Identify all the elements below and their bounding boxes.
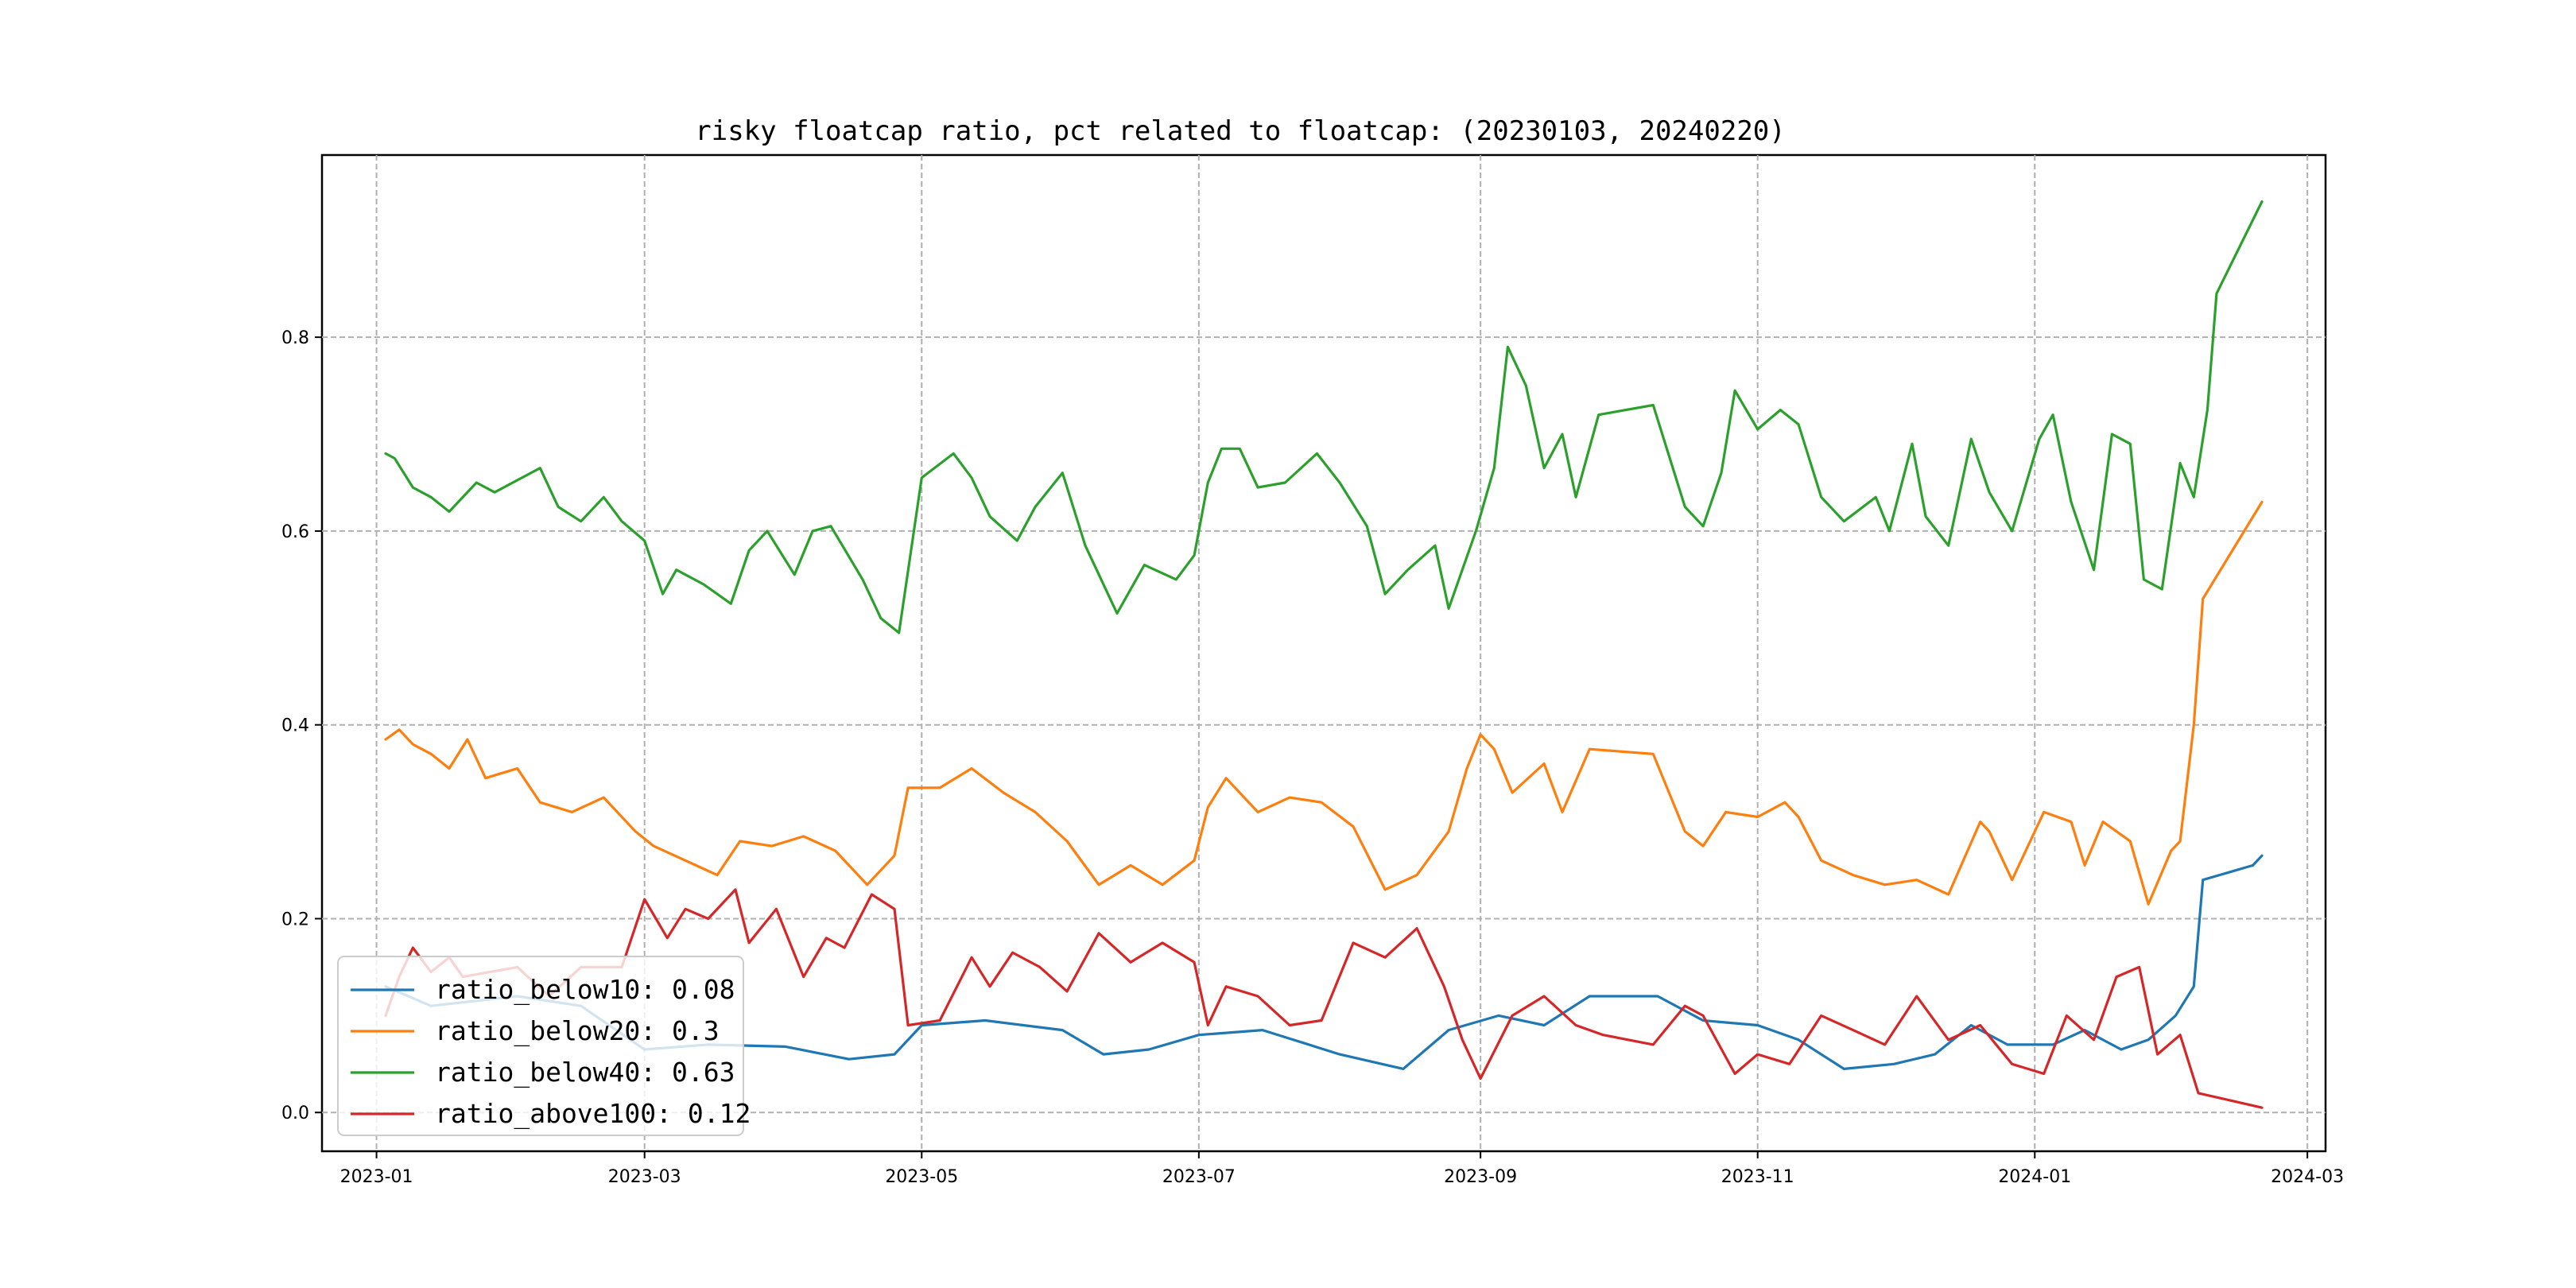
x-tick-label: 2023-07 (1162, 1167, 1236, 1187)
series-line-2 (384, 200, 2264, 634)
legend-label: ratio_below40: 0.63 (435, 1057, 735, 1088)
x-tick-label: 2023-11 (1721, 1167, 1794, 1187)
y-tick-label: 0.0 (281, 1104, 309, 1123)
legend-label: ratio_below10: 0.08 (435, 974, 735, 1006)
x-tick-label: 2024-01 (1998, 1167, 2071, 1187)
y-tick-label: 0.2 (281, 910, 309, 929)
series-lines (384, 200, 2264, 1109)
legend-box (337, 956, 744, 1136)
chart-title: risky floatcap ratio, pct related to flo… (695, 115, 1785, 147)
x-tick-label: 2024-03 (2271, 1167, 2344, 1187)
x-tick-label: 2023-09 (1444, 1167, 1517, 1187)
x-tick-label: 2023-03 (608, 1167, 681, 1187)
y-tick-label: 0.8 (281, 328, 309, 348)
series-line-0 (384, 854, 2264, 1071)
series-line-1 (384, 500, 2264, 906)
x-tick-label: 2023-01 (340, 1167, 413, 1187)
legend-label: ratio_above100: 0.12 (435, 1098, 751, 1130)
legend-label: ratio_below20: 0.3 (435, 1015, 720, 1047)
series-line-3 (384, 888, 2264, 1109)
legend: ratio_below10: 0.08 ratio_below20: 0.3 rat… (337, 956, 751, 1136)
y-tick-label: 0.6 (281, 522, 309, 542)
plot-area (320, 153, 2327, 1153)
x-tick-label: 2023-05 (885, 1167, 958, 1187)
axes: 2023-01 2023-03 2023-05 2023-07 2023-09 2023-… (281, 328, 2344, 1187)
y-tick-label: 0.4 (281, 716, 309, 736)
